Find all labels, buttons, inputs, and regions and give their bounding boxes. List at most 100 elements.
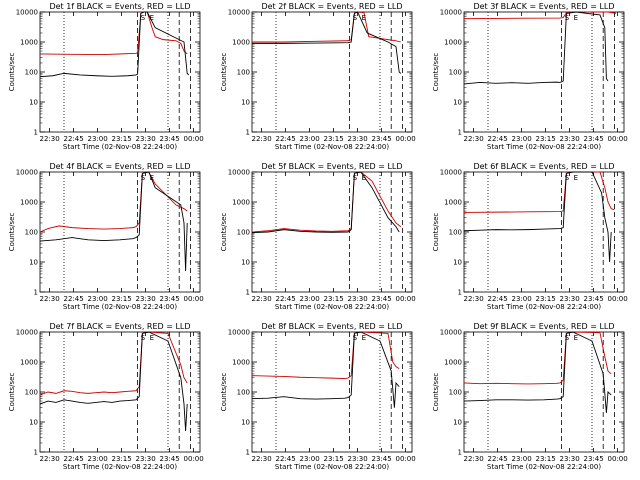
x-tick-label: 22:45 [276,135,296,143]
panel-det-6: Det 6f BLACK = Events, RED = LLD 1 10 100 10… [432,162,628,311]
x-tick-label: 22:45 [64,135,84,143]
panel-title: Det 8f BLACK = Events, RED = LLD [261,322,402,331]
x-tick-label: 23:00 [88,455,108,463]
x-tick-label: 23:45 [160,135,180,143]
x-tick-label: 23:45 [584,135,604,143]
x-tick-label: 23:30 [348,295,368,303]
x-tick-label: 22:30 [252,455,272,463]
x-tick-label: 23:30 [560,455,580,463]
y-tick-label: 10 [241,259,250,267]
x-tick-label: 22:45 [64,455,84,463]
series-lld-line [463,11,617,20]
x-tick-label: 23:00 [300,135,320,143]
y-axis-label: Counts/sec [8,373,16,412]
x-tick-label: 23:45 [372,295,392,303]
series-events-line [39,171,188,272]
y-tick-label: 10000 [228,169,250,177]
y-axis-label: Counts/sec [220,373,228,412]
marker-annotation-s: S [565,14,570,22]
x-tick-label: 22:45 [488,135,508,143]
series-lld-line [251,171,402,233]
panel-det-4: Det 4f BLACK = Events, RED = LLD 1 10 100 10… [8,162,204,311]
x-tick-label: 22:30 [252,135,272,143]
series-lld-line [251,331,400,380]
x-tick-label: 00:00 [396,455,416,463]
y-tick-label: 1000 [232,39,250,47]
y-tick-label: 10 [241,419,250,427]
marker-annotation-e: E [362,174,366,182]
marker-annotation-s: S [353,14,358,22]
x-tick-label: 00:00 [184,135,204,143]
y-tick-label: 1 [458,289,462,297]
x-tick-label: 23:00 [300,455,320,463]
x-tick-label: 23:30 [136,135,156,143]
x-tick-label: 23:15 [324,455,344,463]
panel-title: Det 5f BLACK = Events, RED = LLD [261,162,402,171]
panel-title: Det 4f BLACK = Events, RED = LLD [49,162,190,171]
x-axis-label: Start Time (02-Nov-08 22:24:00) [275,143,389,151]
y-tick-label: 10 [29,259,38,267]
marker-annotation-e: E [574,334,578,342]
x-tick-label: 23:15 [112,455,132,463]
series-events-line [463,11,609,85]
y-tick-label: 10000 [16,169,38,177]
panel-det-7: Det 7f BLACK = Events, RED = LLD 1 10 100 10… [8,322,204,471]
y-tick-label: 10000 [228,329,250,337]
y-tick-label: 100 [237,69,250,77]
marker-annotation-s: S [141,174,146,182]
marker-annotation-s: S [353,174,358,182]
y-tick-label: 10000 [440,169,462,177]
x-tick-label: 23:30 [348,455,368,463]
x-tick-label: 23:00 [512,455,532,463]
y-tick-label: 10000 [440,9,462,17]
x-tick-label: 00:00 [396,295,416,303]
series-lld-line [463,331,612,385]
y-tick-label: 10 [241,99,250,107]
panel-det-3: Det 3f BLACK = Events, RED = LLD 1 10 100 10… [432,2,628,151]
y-tick-label: 1000 [232,359,250,367]
y-tick-label: 1 [34,289,38,297]
x-tick-label: 23:00 [512,135,532,143]
x-tick-label: 00:00 [608,295,628,303]
x-tick-label: 23:00 [88,135,108,143]
x-tick-label: 23:30 [560,135,580,143]
x-axis-label: Start Time (02-Nov-08 22:24:00) [63,143,177,151]
y-tick-label: 1000 [20,199,38,207]
x-axis-label: Start Time (02-Nov-08 22:24:00) [275,303,389,311]
y-tick-label: 100 [449,389,462,397]
series-events-line [39,331,188,432]
marker-annotation-s: S [353,334,358,342]
y-tick-label: 1000 [232,199,250,207]
x-tick-label: 22:45 [488,455,508,463]
x-tick-label: 22:45 [276,455,296,463]
y-axis-label: Counts/sec [432,373,440,412]
x-tick-label: 23:15 [112,135,132,143]
x-tick-label: 23:00 [512,295,532,303]
series-events-line [251,171,400,234]
marker-annotation-e: E [574,14,578,22]
y-tick-label: 10 [453,259,462,267]
series-events-line [39,11,190,78]
x-tick-label: 00:00 [608,455,628,463]
marker-annotation-e: E [574,174,578,182]
x-tick-label: 00:00 [608,135,628,143]
x-tick-label: 23:30 [136,295,156,303]
y-tick-label: 10 [29,99,38,107]
y-tick-label: 1000 [20,359,38,367]
x-axis-label: Start Time (02-Nov-08 22:24:00) [487,303,601,311]
x-axis-label: Start Time (02-Nov-08 22:24:00) [487,463,601,471]
y-tick-label: 100 [449,229,462,237]
y-tick-label: 1 [246,449,250,457]
x-axis-label: Start Time (02-Nov-08 22:24:00) [487,143,601,151]
x-tick-label: 23:15 [536,455,556,463]
y-tick-label: 1000 [20,39,38,47]
y-tick-label: 1000 [444,359,462,367]
x-tick-label: 22:30 [40,455,60,463]
y-tick-label: 10 [453,419,462,427]
x-tick-label: 23:15 [324,295,344,303]
x-tick-label: 00:00 [184,455,204,463]
panel-title: Det 2f BLACK = Events, RED = LLD [261,2,402,11]
x-tick-label: 22:30 [464,295,484,303]
y-tick-label: 10000 [228,9,250,17]
series-events-line [463,331,612,414]
